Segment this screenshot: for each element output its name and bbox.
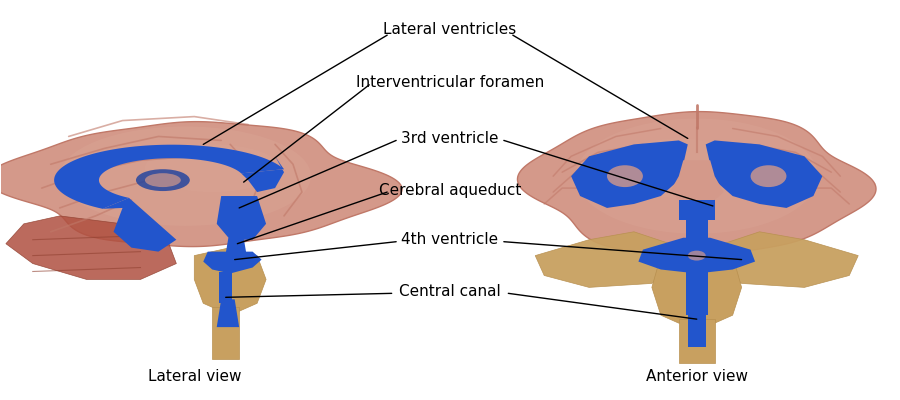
Polygon shape <box>194 248 266 311</box>
Polygon shape <box>217 299 239 327</box>
Polygon shape <box>670 160 724 200</box>
Text: Central canal: Central canal <box>399 284 501 299</box>
Polygon shape <box>220 272 232 303</box>
Polygon shape <box>686 220 707 240</box>
Text: 4th ventricle: 4th ventricle <box>401 232 499 247</box>
Ellipse shape <box>59 126 310 226</box>
Polygon shape <box>715 232 859 287</box>
Polygon shape <box>217 196 266 240</box>
Ellipse shape <box>607 165 643 187</box>
Polygon shape <box>54 145 284 209</box>
Polygon shape <box>0 122 402 246</box>
Polygon shape <box>103 198 176 252</box>
Ellipse shape <box>616 138 742 198</box>
Polygon shape <box>241 156 284 192</box>
Polygon shape <box>518 112 876 257</box>
Ellipse shape <box>688 251 706 260</box>
Polygon shape <box>652 256 742 323</box>
Ellipse shape <box>145 144 280 192</box>
Text: Anterior view: Anterior view <box>645 369 748 384</box>
Polygon shape <box>688 311 706 347</box>
Polygon shape <box>203 252 262 274</box>
Text: Lateral ventricles: Lateral ventricles <box>383 22 517 37</box>
Text: Cerebral aqueduct: Cerebral aqueduct <box>379 182 521 198</box>
Ellipse shape <box>576 118 818 234</box>
Polygon shape <box>226 238 247 254</box>
Ellipse shape <box>751 165 787 187</box>
Ellipse shape <box>145 173 181 187</box>
Polygon shape <box>679 192 715 220</box>
Polygon shape <box>536 232 679 287</box>
Polygon shape <box>572 140 688 208</box>
Polygon shape <box>6 216 176 280</box>
Polygon shape <box>638 238 755 274</box>
Text: 3rd ventricle: 3rd ventricle <box>401 131 499 146</box>
Polygon shape <box>706 140 823 208</box>
Polygon shape <box>679 319 715 363</box>
Polygon shape <box>212 307 239 359</box>
Text: Lateral view: Lateral view <box>148 369 241 384</box>
Ellipse shape <box>136 169 190 191</box>
Polygon shape <box>686 272 707 315</box>
Text: Interventricular foramen: Interventricular foramen <box>356 75 544 90</box>
